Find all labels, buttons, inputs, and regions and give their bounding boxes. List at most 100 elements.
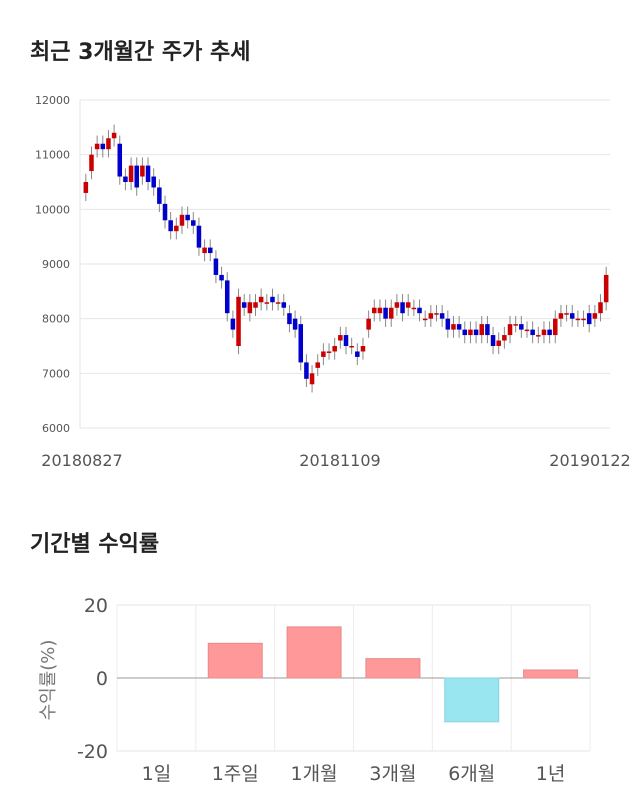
candle-body (343, 335, 349, 346)
price-x-tick: 20181109 (299, 451, 380, 470)
returns-y-tick: 20 (84, 595, 108, 617)
returns-y-tick: -20 (77, 741, 108, 763)
candle-body (298, 324, 304, 363)
candle-body (281, 302, 287, 308)
candle-body (309, 373, 315, 385)
returns-bar (523, 669, 579, 679)
candle-body (411, 307, 417, 310)
candle-body (473, 329, 479, 336)
candle-body (553, 318, 558, 336)
candle-body (388, 307, 394, 319)
candle-body (468, 329, 473, 336)
candle-body (162, 203, 168, 221)
candle-body (213, 258, 219, 275)
returns-bar (444, 677, 500, 723)
candle-body (258, 296, 264, 303)
candle-body (304, 362, 309, 379)
candle-body (575, 318, 581, 321)
returns-x-tick: 1주일 (212, 763, 259, 785)
candle-body (174, 225, 179, 232)
candle-body (264, 302, 270, 304)
candle-body (439, 313, 445, 319)
candle-body (241, 302, 247, 308)
candle-body (592, 313, 598, 319)
returns-bar-chart: 20 0 -20 1일 1주일 1개월 3개월 6개월 1년 수익률(%) (38, 595, 591, 785)
candle-body (338, 335, 343, 341)
returns-bar (207, 642, 263, 679)
candle-body (151, 176, 156, 188)
candle-body (366, 318, 371, 330)
price-trend-title: 최근 3개월간 주가 추세 (30, 40, 251, 65)
returns-y-tick: 0 (96, 668, 108, 690)
period-returns-title: 기간별 수익률 (30, 532, 160, 557)
candle-body (377, 307, 383, 314)
returns-x-tick: 1일 (142, 763, 172, 785)
candle-body (451, 324, 456, 330)
price-y-tick: 7000 (42, 367, 70, 380)
candle-body (581, 318, 586, 321)
candle-body (196, 225, 202, 248)
candle-body (541, 329, 547, 336)
candle-body (157, 187, 162, 204)
candle-body (224, 280, 230, 314)
candle-body (502, 335, 507, 341)
price-x-tick: 20190122 (549, 451, 630, 470)
candle-body (117, 143, 123, 177)
candlestick-chart: 12000 11000 10000 9000 8000 7000 6000 20180827… (35, 94, 631, 470)
candle-body (536, 335, 541, 337)
candle-body (236, 296, 241, 346)
candle-body (83, 182, 89, 193)
candle-body (191, 220, 196, 226)
candle-body (394, 302, 400, 308)
candle-body (140, 165, 145, 177)
candle-body (462, 329, 468, 336)
candle-body (428, 313, 434, 319)
candle-body (490, 335, 496, 346)
candle-body (496, 340, 501, 346)
candle-body (230, 318, 236, 330)
candle-body (507, 324, 513, 336)
candle-body (219, 274, 224, 281)
candle-body (547, 329, 552, 336)
candle-body (558, 313, 564, 319)
candle-body (253, 302, 258, 308)
candle-body (479, 324, 485, 336)
returns-bar (365, 658, 421, 679)
candle-body (145, 165, 151, 182)
price-y-tick: 10000 (35, 203, 70, 216)
price-y-tick: 6000 (42, 422, 70, 435)
candle-body (360, 346, 366, 352)
price-y-tick: 11000 (35, 149, 70, 162)
candle-body (400, 302, 405, 314)
candle-body (445, 318, 451, 330)
candle-body (89, 154, 94, 172)
candle-body (513, 324, 518, 326)
candle-body (168, 220, 173, 232)
candle-body (372, 307, 377, 314)
returns-x-tick: 3개월 (369, 763, 416, 785)
candle-body (456, 324, 462, 330)
price-y-tick: 12000 (35, 94, 70, 107)
candle-body (287, 313, 292, 325)
candle-body (185, 214, 190, 221)
candle-body (355, 351, 360, 357)
candle-body (123, 176, 128, 182)
candle-body (128, 165, 134, 182)
candle-body (530, 329, 535, 336)
candle-body (326, 351, 332, 353)
returns-x-tick: 1년 (536, 763, 566, 785)
candle-body (417, 307, 422, 314)
candle-body (111, 132, 117, 139)
candle-body (270, 296, 275, 303)
candle-body (586, 313, 592, 325)
candle-body (134, 165, 139, 188)
price-y-tick: 9000 (42, 258, 70, 271)
candle-body (247, 302, 253, 314)
candle-body (292, 318, 298, 330)
candle-body (598, 302, 603, 314)
candle-body (207, 247, 213, 254)
candle-body (383, 307, 388, 319)
returns-bar (286, 626, 342, 679)
price-x-tick: 20180827 (41, 451, 122, 470)
candle-body (349, 346, 354, 348)
